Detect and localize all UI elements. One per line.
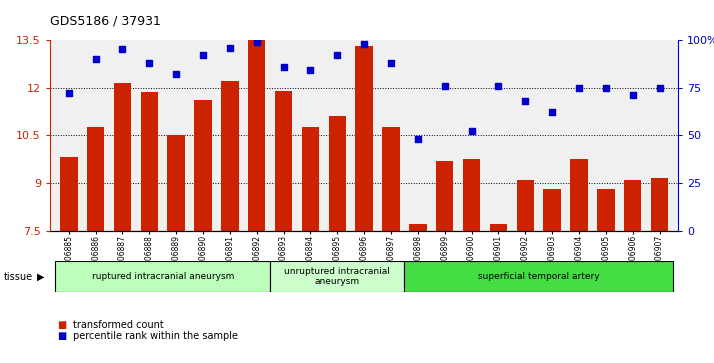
Point	[144, 60, 155, 66]
Bar	[275, 91, 292, 231]
Bar	[356, 46, 373, 231]
Point	[197, 52, 208, 58]
Point	[331, 52, 343, 58]
Text: ruptured intracranial aneurysm: ruptured intracranial aneurysm	[91, 272, 234, 281]
Bar	[60, 158, 78, 231]
Bar	[516, 180, 534, 231]
Point	[386, 60, 397, 66]
Bar	[597, 189, 615, 231]
Bar	[404, 261, 673, 292]
Text: superficial temporal artery: superficial temporal artery	[478, 272, 600, 281]
Bar	[490, 224, 507, 231]
Bar	[87, 127, 104, 231]
Text: unruptured intracranial
aneurysm: unruptured intracranial aneurysm	[284, 267, 391, 286]
Bar	[382, 127, 400, 231]
Bar	[248, 40, 266, 231]
Bar	[56, 261, 270, 292]
Text: ■: ■	[57, 320, 66, 330]
Bar	[270, 261, 404, 292]
Bar	[168, 135, 185, 231]
Point	[63, 90, 74, 96]
Point	[358, 41, 370, 46]
Point	[90, 56, 101, 62]
Text: ▶: ▶	[37, 272, 45, 282]
Point	[251, 39, 263, 45]
Bar	[436, 160, 453, 231]
Point	[520, 98, 531, 104]
Bar	[650, 178, 668, 231]
Point	[305, 68, 316, 73]
Point	[493, 83, 504, 89]
Point	[117, 46, 129, 52]
Bar	[302, 127, 319, 231]
Text: transformed count: transformed count	[73, 320, 164, 330]
Bar	[114, 83, 131, 231]
Point	[171, 71, 182, 77]
Text: ■: ■	[57, 331, 66, 341]
Bar	[328, 116, 346, 231]
Point	[278, 64, 289, 69]
Bar	[570, 159, 588, 231]
Point	[224, 45, 236, 50]
Point	[600, 85, 611, 90]
Point	[654, 85, 665, 90]
Point	[546, 109, 558, 115]
Bar	[221, 81, 238, 231]
Bar	[624, 180, 641, 231]
Bar	[141, 92, 158, 231]
Point	[573, 85, 585, 90]
Bar	[409, 224, 426, 231]
Bar	[463, 159, 481, 231]
Point	[412, 136, 423, 142]
Text: percentile rank within the sample: percentile rank within the sample	[73, 331, 238, 341]
Text: tissue: tissue	[4, 272, 33, 282]
Point	[439, 83, 451, 89]
Text: GDS5186 / 37931: GDS5186 / 37931	[50, 15, 161, 28]
Point	[466, 129, 477, 134]
Point	[627, 92, 638, 98]
Bar	[194, 100, 212, 231]
Bar	[543, 189, 560, 231]
